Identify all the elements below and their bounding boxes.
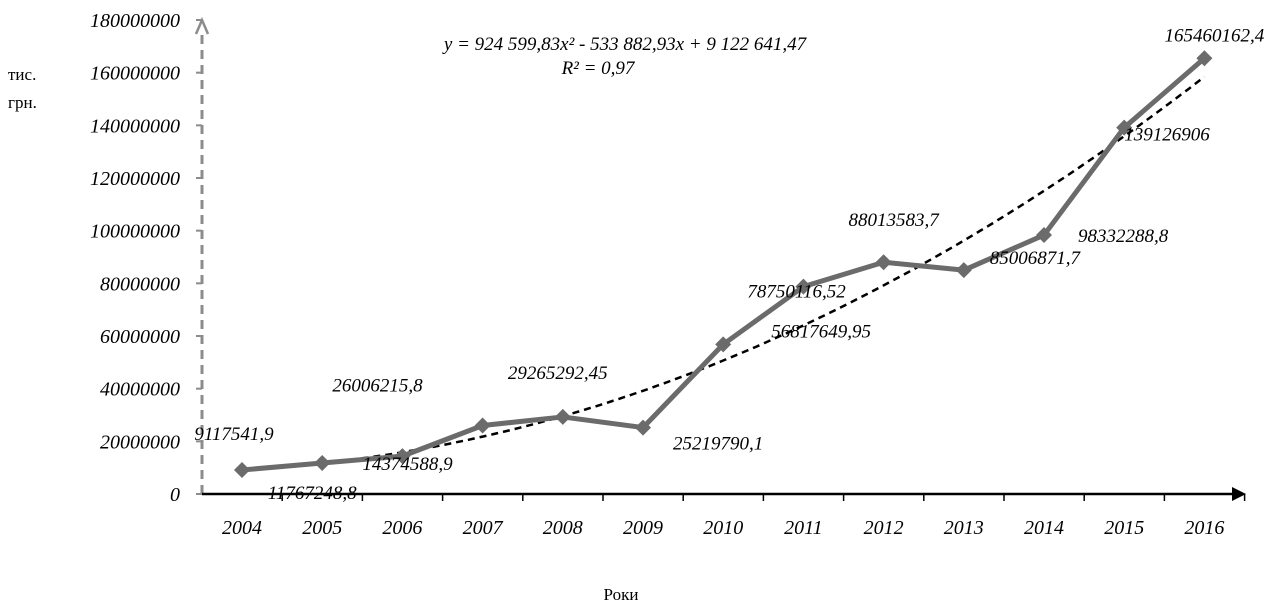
data-point: [314, 455, 331, 472]
series: [234, 50, 1213, 478]
x-axis-label: Роки: [604, 585, 639, 604]
y-tick-label: 160000000: [90, 63, 180, 85]
data-label: 78750116,52: [747, 282, 846, 303]
data-label: 88013583,7: [848, 210, 940, 231]
x-tick-label: 2016: [1184, 517, 1224, 539]
y-tick-label: 40000000: [100, 379, 180, 401]
data-label: 56817649,95: [771, 321, 871, 342]
data-label: 139126906: [1124, 125, 1210, 146]
x-tick-label: 2006: [382, 517, 422, 539]
y-tick-label: 20000000: [100, 431, 180, 453]
y-axis-label-line1: тис.: [8, 65, 36, 84]
x-tick-label: 2008: [543, 517, 583, 539]
data-point: [1196, 50, 1213, 67]
data-point: [554, 408, 571, 425]
data-point: [715, 336, 732, 353]
y-tick-label: 180000000: [90, 10, 180, 32]
x-tick-label: 2014: [1024, 517, 1064, 539]
data-point: [474, 417, 491, 434]
trendline: [241, 75, 1206, 471]
data-label: 26006215,8: [332, 376, 423, 397]
y-axis-ticks: 0 20000000 40000000 60000000 80000000 1000000…: [90, 10, 202, 506]
x-tick-label: 2015: [1104, 517, 1144, 539]
x-tick-label: 2007: [463, 517, 504, 539]
data-point: [795, 278, 812, 295]
data-label: 85006871,7: [990, 248, 1082, 269]
x-tick-label: 2011: [784, 517, 823, 539]
data-label: 11767248,8: [268, 483, 357, 504]
y-tick-label: 0: [170, 484, 180, 506]
data-point: [234, 461, 250, 478]
x-tick-label: 2010: [703, 517, 743, 539]
trendline-equation: y = 924 599,83x² - 533 882,93x + 9 122 6…: [442, 34, 808, 55]
data-label: 9117541,9: [194, 424, 274, 445]
x-axis-arrow: [1232, 487, 1246, 501]
data-point: [1036, 227, 1052, 244]
data-point: [394, 448, 411, 465]
trendline-path: [241, 75, 1206, 471]
x-tick-label: 2013: [944, 517, 984, 539]
data-point: [955, 262, 972, 279]
data-label: 29265292,45: [508, 363, 608, 384]
x-axis-ticks: 2004 2005 2006 2007 2008 2009 2010 2011 2012 2013…: [222, 494, 1246, 539]
data-label: 14374588,9: [362, 454, 453, 475]
y-tick-label: 80000000: [100, 273, 180, 295]
data-label: 165460162,4: [1165, 25, 1265, 46]
data-point: [875, 254, 892, 271]
x-tick-label: 2005: [302, 517, 342, 539]
x-tick-label: 2004: [222, 517, 262, 539]
data-label: 25219790,1: [673, 434, 763, 455]
axes: [194, 16, 1246, 501]
trendline-r2: R² = 0,97: [561, 58, 636, 79]
x-tick-label: 2009: [623, 517, 663, 539]
y-axis-label-line2: грн.: [8, 93, 37, 112]
data-point: [635, 419, 651, 436]
y-axis-arrow: [194, 16, 210, 35]
y-tick-label: 60000000: [100, 326, 180, 348]
x-tick-label: 2012: [864, 517, 904, 539]
data-point: [1116, 119, 1133, 136]
y-tick-label: 120000000: [90, 168, 180, 190]
y-tick-label: 100000000: [90, 221, 180, 243]
data-label: 98332288,8: [1078, 226, 1169, 247]
y-tick-label: 140000000: [90, 115, 180, 137]
